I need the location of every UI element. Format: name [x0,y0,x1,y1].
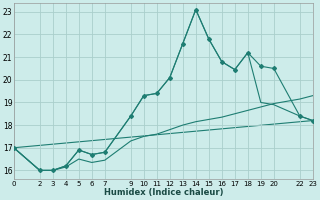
X-axis label: Humidex (Indice chaleur): Humidex (Indice chaleur) [104,188,223,197]
